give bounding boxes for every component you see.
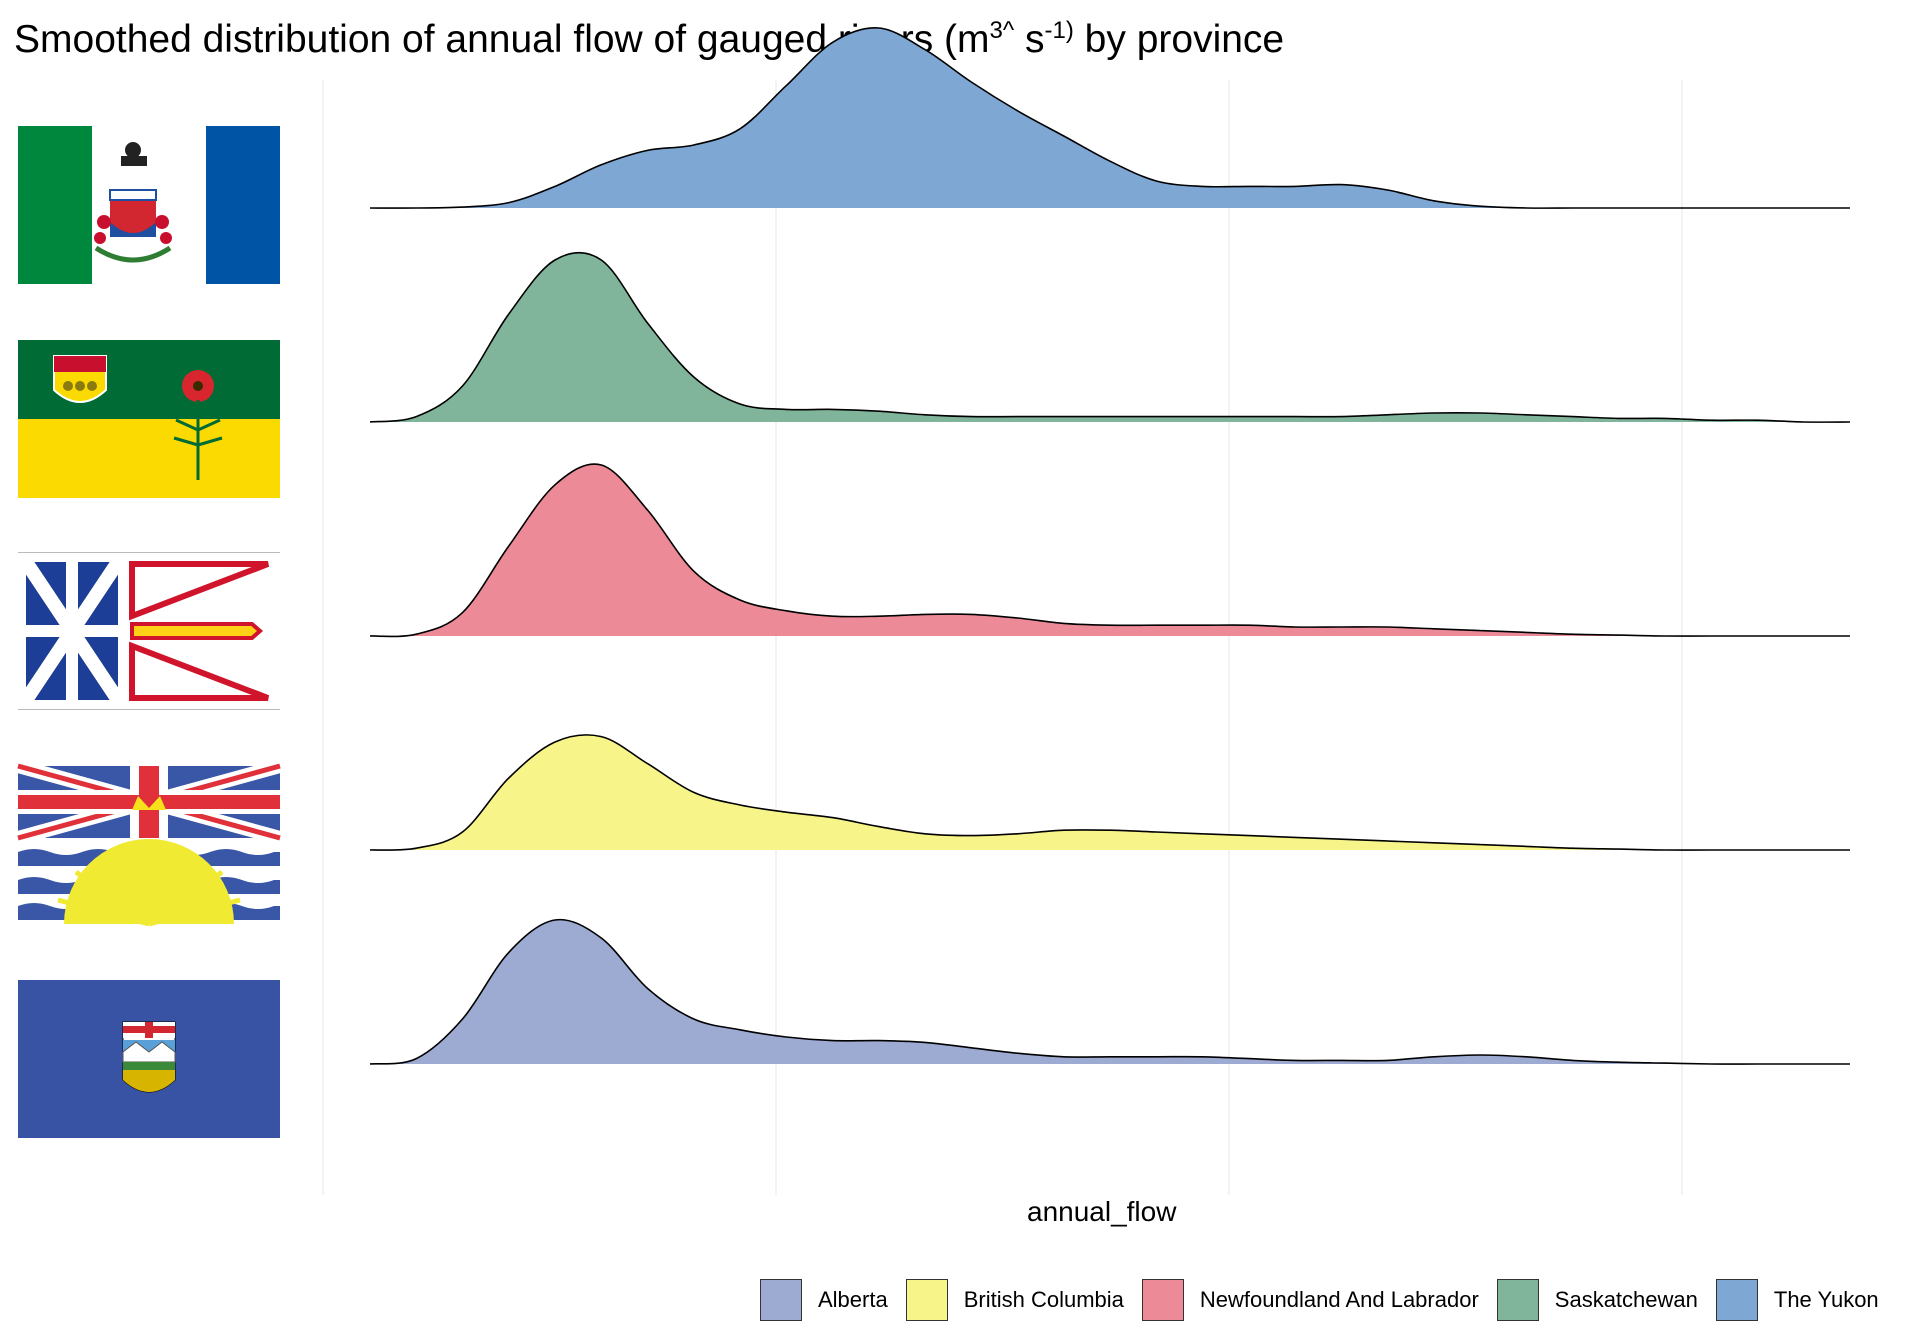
- legend-label-alberta: Alberta: [818, 1287, 888, 1312]
- ridge-line-newfoundland-and-labrador: [369, 463, 1850, 638]
- title-sup-1: 3^: [989, 17, 1015, 44]
- legend-label-british-columbia: British Columbia: [963, 1287, 1124, 1312]
- ridge-line-saskatchewan: [369, 251, 1851, 423]
- yukon-flag: [18, 126, 280, 284]
- ridges: [369, 27, 1851, 1065]
- ridge-area-british-columbia: [370, 734, 1850, 851]
- title-end: by province: [1073, 18, 1285, 61]
- legend-item-newfoundland-and-labrador: Newfoundland And Labrador: [1141, 1279, 1497, 1321]
- ridge-area-alberta: [370, 919, 1850, 1065]
- legend-swatch-british-columbia: [905, 1279, 948, 1321]
- legend-label-newfoundland-and-labrador: Newfoundland And Labrador: [1199, 1287, 1479, 1312]
- legend-item-alberta: Alberta: [760, 1279, 906, 1321]
- ridge-line-british-columbia: [369, 734, 1850, 851]
- gridlines: [322, 80, 1683, 1195]
- x-axis-label: annual_flow: [1027, 1196, 1177, 1227]
- ridge-area-the-yukon: [370, 27, 1850, 209]
- ridge-area-newfoundland-and-labrador: [370, 464, 1850, 637]
- ridge-line-the-yukon: [369, 27, 1850, 209]
- legend-swatch-newfoundland-and-labrador: [1141, 1279, 1184, 1321]
- legend-item-british-columbia: British Columbia: [905, 1279, 1142, 1321]
- legend-swatch-the-yukon: [1715, 1279, 1758, 1321]
- legend-swatch-alberta: [760, 1279, 802, 1321]
- legend-label-the-yukon: The Yukon: [1773, 1287, 1879, 1312]
- newfoundland-flag: [18, 552, 280, 710]
- british-columbia-flag: [16, 759, 282, 927]
- legend-swatch-saskatchewan: [1496, 1279, 1539, 1321]
- title-mid: s: [1014, 18, 1045, 61]
- legend-item-the-yukon: The Yukon: [1715, 1279, 1897, 1321]
- legend-item-saskatchewan: Saskatchewan: [1496, 1279, 1716, 1321]
- legend-label-saskatchewan: Saskatchewan: [1554, 1287, 1698, 1312]
- ridge-area-saskatchewan: [370, 252, 1850, 423]
- ridge-line-alberta: [369, 918, 1850, 1065]
- alberta-flag: [18, 980, 280, 1138]
- saskatchewan-flag: [18, 340, 280, 498]
- legend: Alberta British Columbia Newfoundland And …: [760, 1279, 1897, 1321]
- title-sup-2: -1): [1044, 17, 1074, 44]
- chart-title: Smoothed distribution of annual flow of …: [14, 18, 1284, 62]
